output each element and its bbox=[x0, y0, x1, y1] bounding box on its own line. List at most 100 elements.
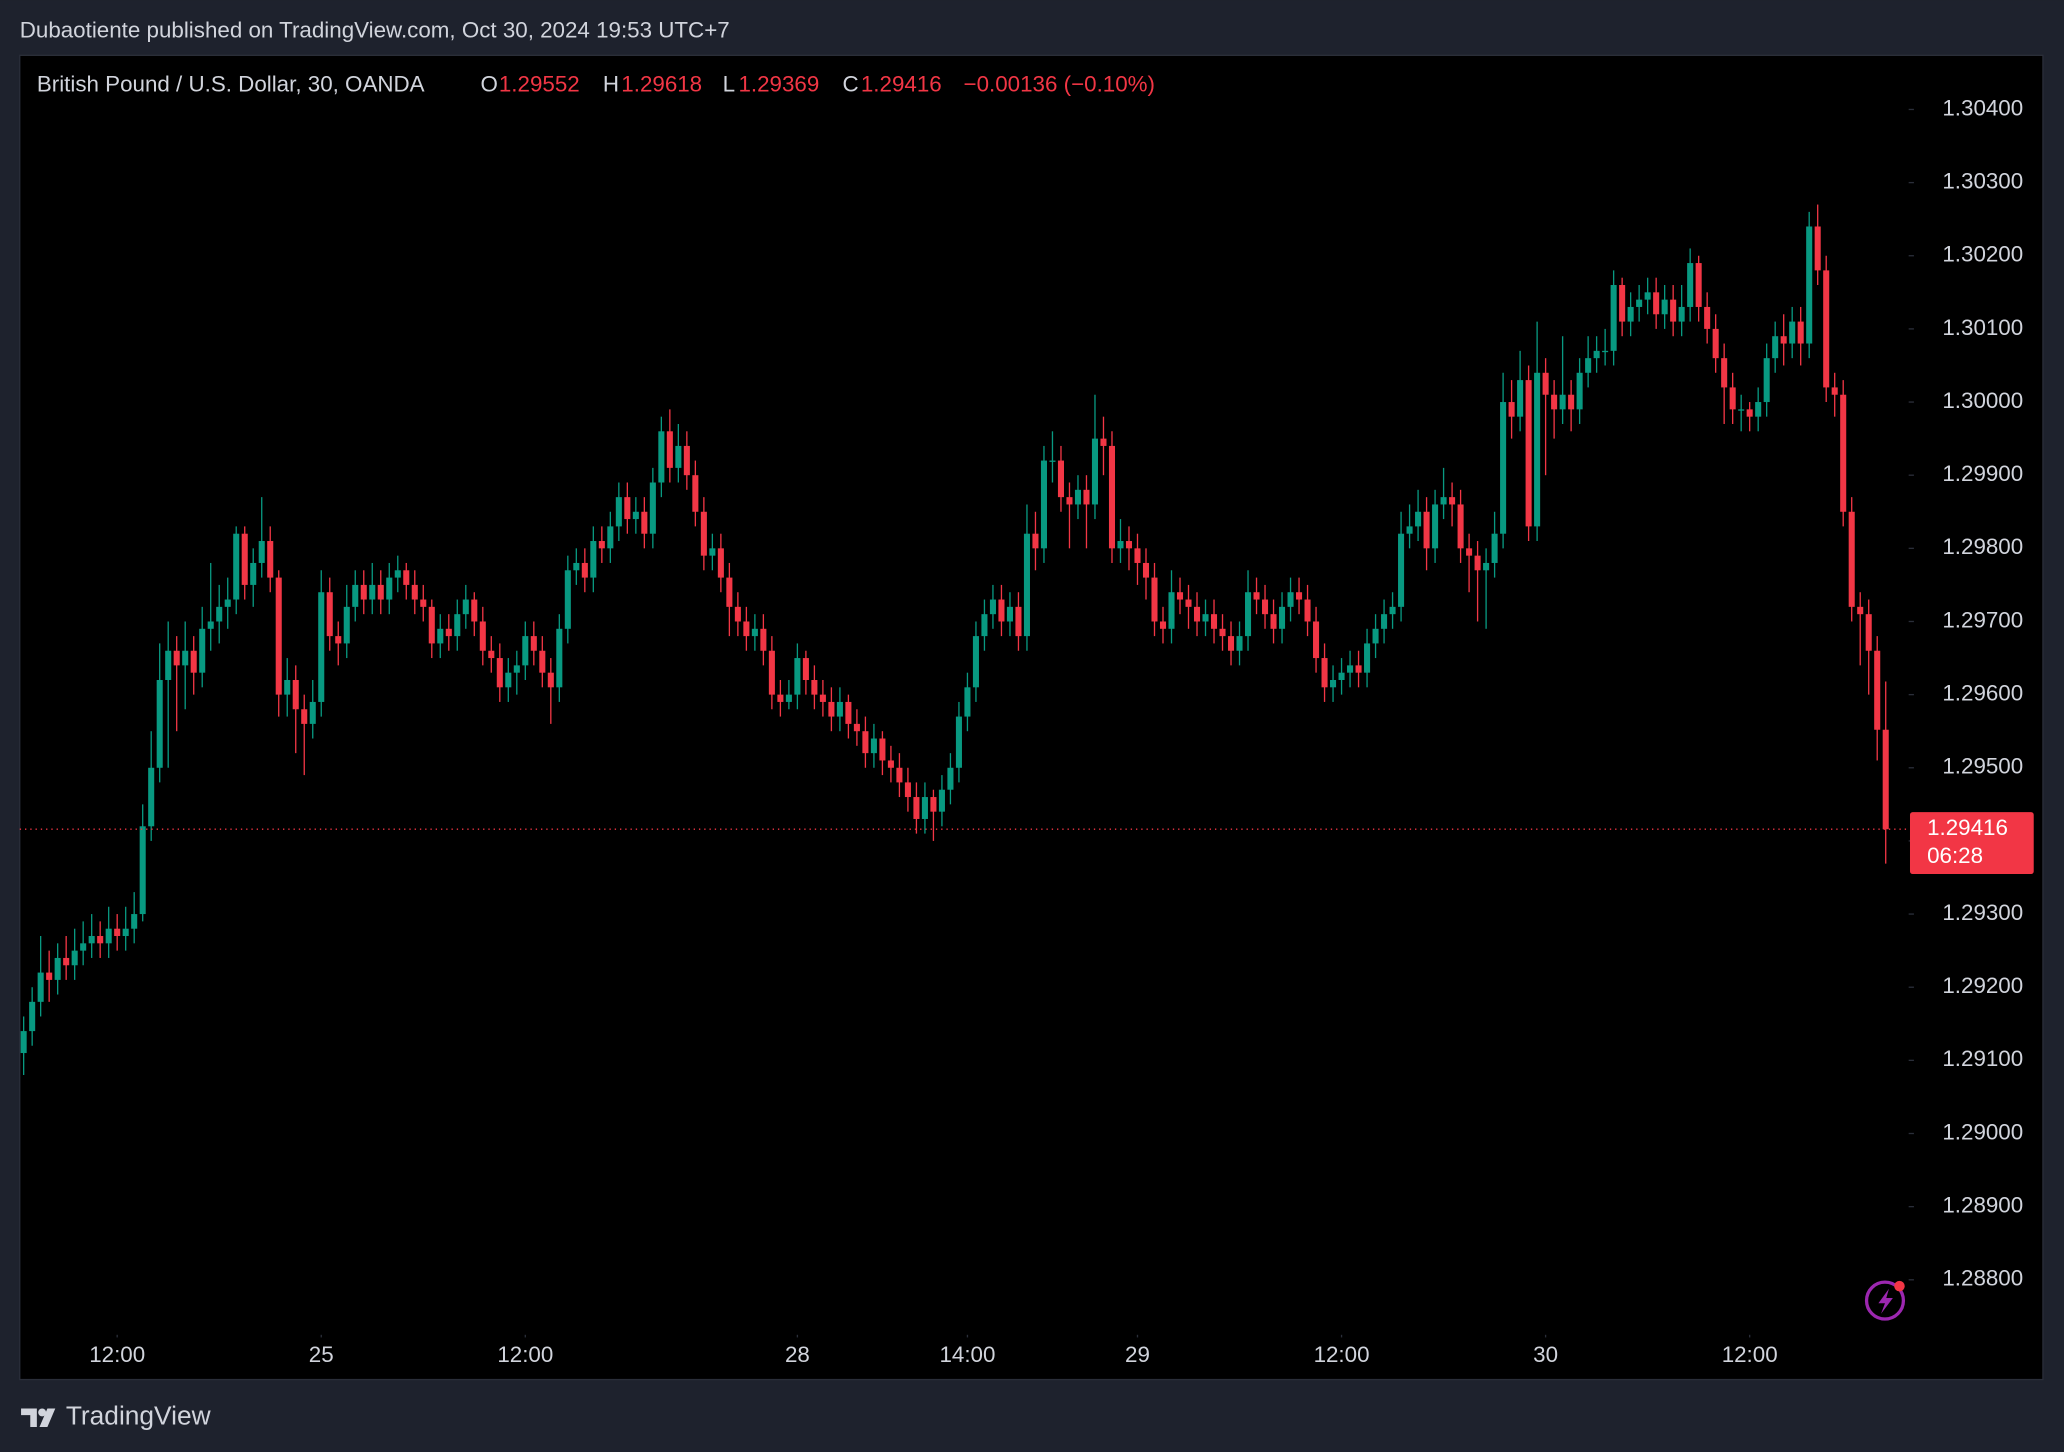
candle-body bbox=[1610, 285, 1617, 351]
candle-body bbox=[1772, 336, 1779, 359]
candle-body bbox=[1100, 438, 1107, 446]
candle-body bbox=[1814, 226, 1821, 271]
candle-body bbox=[148, 767, 155, 827]
candle-body bbox=[692, 475, 699, 512]
candle-body bbox=[479, 621, 486, 651]
candle-body bbox=[1474, 555, 1481, 571]
candle-body bbox=[1364, 643, 1371, 673]
candle-body bbox=[879, 738, 886, 761]
candle-body bbox=[1542, 372, 1549, 395]
candle-body bbox=[131, 914, 138, 929]
y-tick-label: 1.29900 bbox=[1942, 461, 2023, 486]
candle-body bbox=[369, 584, 376, 600]
candle-body bbox=[777, 694, 784, 702]
candle-body bbox=[1602, 350, 1609, 353]
candle-body bbox=[1389, 606, 1396, 615]
candle-body bbox=[1857, 606, 1864, 615]
candle-body bbox=[785, 694, 792, 702]
candle-body bbox=[1091, 438, 1099, 505]
y-tick-label: 1.29100 bbox=[1942, 1046, 2023, 1071]
candle-body bbox=[250, 562, 257, 585]
x-tick-label: 12:00 bbox=[497, 1342, 553, 1367]
publish-line: Dubaotiente published on TradingView.com… bbox=[20, 18, 730, 43]
candle-body bbox=[1057, 460, 1064, 498]
candle-body bbox=[301, 709, 308, 724]
candle-body bbox=[360, 584, 367, 600]
countdown-label: 06:28 bbox=[1927, 843, 1983, 868]
candle-body bbox=[394, 570, 401, 578]
y-tick-label: 1.30300 bbox=[1942, 169, 2023, 194]
candle-body bbox=[1627, 306, 1634, 322]
candle-body bbox=[1449, 497, 1456, 505]
candle-body bbox=[173, 650, 180, 666]
candle-body bbox=[1797, 321, 1804, 344]
candle-body bbox=[666, 431, 673, 468]
candle-body bbox=[998, 599, 1005, 622]
icon-dot bbox=[1894, 1280, 1905, 1292]
candle-body bbox=[411, 584, 418, 600]
y-tick-label: 1.29300 bbox=[1942, 900, 2023, 925]
candle-body bbox=[1636, 299, 1643, 307]
candle-body bbox=[1083, 489, 1090, 505]
candle-body bbox=[182, 650, 189, 666]
candle-body bbox=[233, 533, 240, 600]
high-value: 1.29618 bbox=[621, 72, 702, 97]
candle-body bbox=[1534, 372, 1541, 527]
candle-body bbox=[454, 614, 461, 637]
candle-body bbox=[54, 957, 61, 980]
candle-body bbox=[675, 445, 682, 468]
candle-body bbox=[1193, 606, 1201, 622]
candle-body bbox=[1415, 511, 1422, 527]
candle-body bbox=[845, 701, 852, 724]
open-value: 1.29552 bbox=[499, 72, 580, 97]
candle-body bbox=[63, 957, 70, 966]
candle-body bbox=[428, 606, 435, 644]
candle-body bbox=[513, 665, 520, 673]
candle-body bbox=[1117, 541, 1124, 549]
candle-body bbox=[989, 599, 996, 615]
candle-body bbox=[1134, 548, 1141, 563]
candle-body bbox=[1746, 409, 1753, 417]
candle-body bbox=[870, 738, 877, 754]
candle-body bbox=[1687, 263, 1694, 307]
candle-body bbox=[1585, 358, 1592, 373]
y-tick-label: 1.30100 bbox=[1942, 315, 2023, 340]
candle-body bbox=[1006, 606, 1013, 622]
candle-body bbox=[190, 650, 197, 673]
candle-body bbox=[964, 687, 971, 717]
brand-logo-dot bbox=[38, 1408, 47, 1417]
candle-body bbox=[1432, 504, 1439, 549]
candle-body bbox=[488, 650, 495, 659]
candle-body bbox=[1066, 497, 1073, 505]
close-value: 1.29416 bbox=[861, 72, 942, 97]
candle-body bbox=[1831, 387, 1838, 395]
candle-body bbox=[326, 592, 333, 637]
candle-body bbox=[1882, 729, 1889, 830]
candle-body bbox=[1210, 614, 1218, 629]
candle-body bbox=[972, 636, 979, 688]
candle-body bbox=[581, 562, 588, 578]
y-tick-label: 1.29500 bbox=[1942, 754, 2023, 779]
alert-icon[interactable] bbox=[1864, 1280, 1906, 1321]
candle-body bbox=[377, 584, 384, 600]
candle-body bbox=[1848, 511, 1855, 607]
candle-body bbox=[1423, 511, 1430, 549]
candle-body bbox=[1074, 489, 1082, 505]
legend: British Pound / U.S. Dollar, 30, OANDA O… bbox=[37, 72, 1155, 97]
candle-body bbox=[88, 936, 95, 944]
candle-body bbox=[46, 972, 53, 980]
candle-body bbox=[71, 950, 78, 966]
plot bbox=[20, 204, 1889, 1075]
candle-body bbox=[530, 636, 537, 651]
candle-body bbox=[505, 672, 512, 688]
candle-body bbox=[564, 570, 571, 629]
y-tick-label: 1.28900 bbox=[1942, 1193, 2023, 1218]
candle-body bbox=[641, 511, 648, 534]
candle-body bbox=[1202, 614, 1209, 622]
candle-body bbox=[1253, 592, 1260, 600]
candle-body bbox=[471, 599, 478, 622]
candle-body bbox=[1661, 299, 1668, 315]
candle-body bbox=[386, 577, 393, 600]
close-label: C bbox=[842, 72, 858, 97]
change: −0.00136 (−0.10%) bbox=[964, 72, 1155, 97]
